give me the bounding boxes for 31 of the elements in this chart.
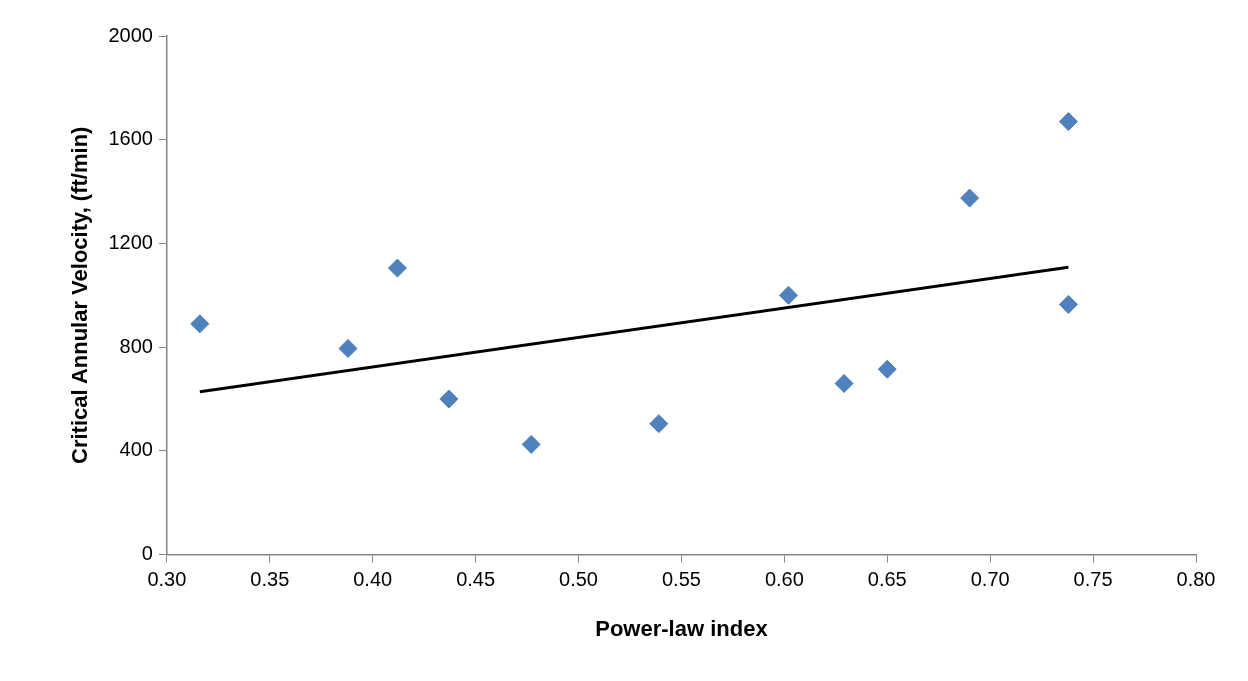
y-tick-label: 1600 xyxy=(108,127,153,150)
y-tick-label: 800 xyxy=(119,334,153,357)
point xyxy=(1058,112,1078,132)
x-tick-label: 0.60 xyxy=(764,568,804,591)
point xyxy=(834,373,854,393)
x-axis-title: Power-law index xyxy=(595,615,769,641)
x-tick-label: 0.80 xyxy=(1176,568,1216,591)
point xyxy=(877,359,897,379)
x-tick-label: 0.75 xyxy=(1073,568,1113,591)
y-axis-title: Critical Annular Velocity, (ft/min) xyxy=(67,126,93,464)
point xyxy=(338,338,358,358)
point xyxy=(521,434,541,454)
x-tick-label: 0.55 xyxy=(661,568,701,591)
x-tick-label: 0.70 xyxy=(970,568,1010,591)
x-tick-label: 0.35 xyxy=(250,568,290,591)
point xyxy=(649,414,669,434)
point xyxy=(387,258,407,278)
point xyxy=(1058,294,1078,314)
x-tick-label: 0.40 xyxy=(353,568,393,591)
x-tick-label: 0.45 xyxy=(456,568,496,591)
x-tick-label: 0.50 xyxy=(559,568,598,591)
y-tick-label: 2000 xyxy=(108,23,153,46)
y-tick-label: 0 xyxy=(141,542,153,565)
point xyxy=(439,389,459,409)
y-tick-label: 400 xyxy=(119,438,153,461)
y-tick-label: 1200 xyxy=(108,230,153,253)
point xyxy=(778,285,798,305)
point xyxy=(960,188,980,208)
x-tick-label: 0.30 xyxy=(147,568,187,591)
x-tick-label: 0.65 xyxy=(867,568,907,591)
point xyxy=(190,314,210,334)
